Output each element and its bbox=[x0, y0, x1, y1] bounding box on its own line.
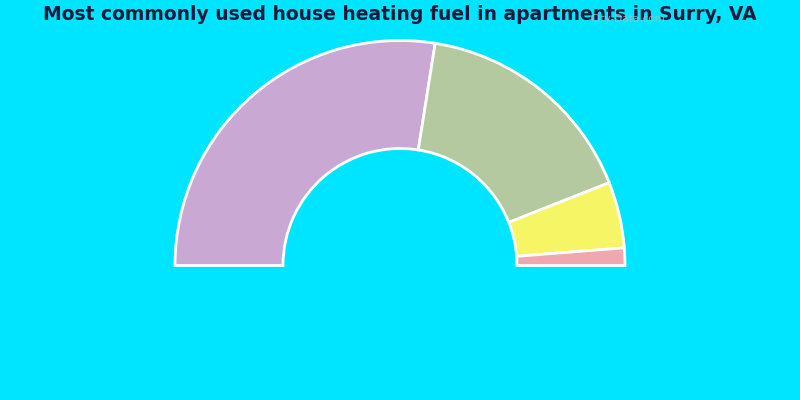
Wedge shape bbox=[517, 248, 625, 266]
Wedge shape bbox=[418, 43, 609, 222]
Wedge shape bbox=[175, 40, 435, 266]
Wedge shape bbox=[509, 183, 624, 256]
Text: Most commonly used house heating fuel in apartments in Surry, VA: Most commonly used house heating fuel in… bbox=[43, 4, 757, 24]
Text: City-Data.com: City-Data.com bbox=[590, 14, 666, 24]
